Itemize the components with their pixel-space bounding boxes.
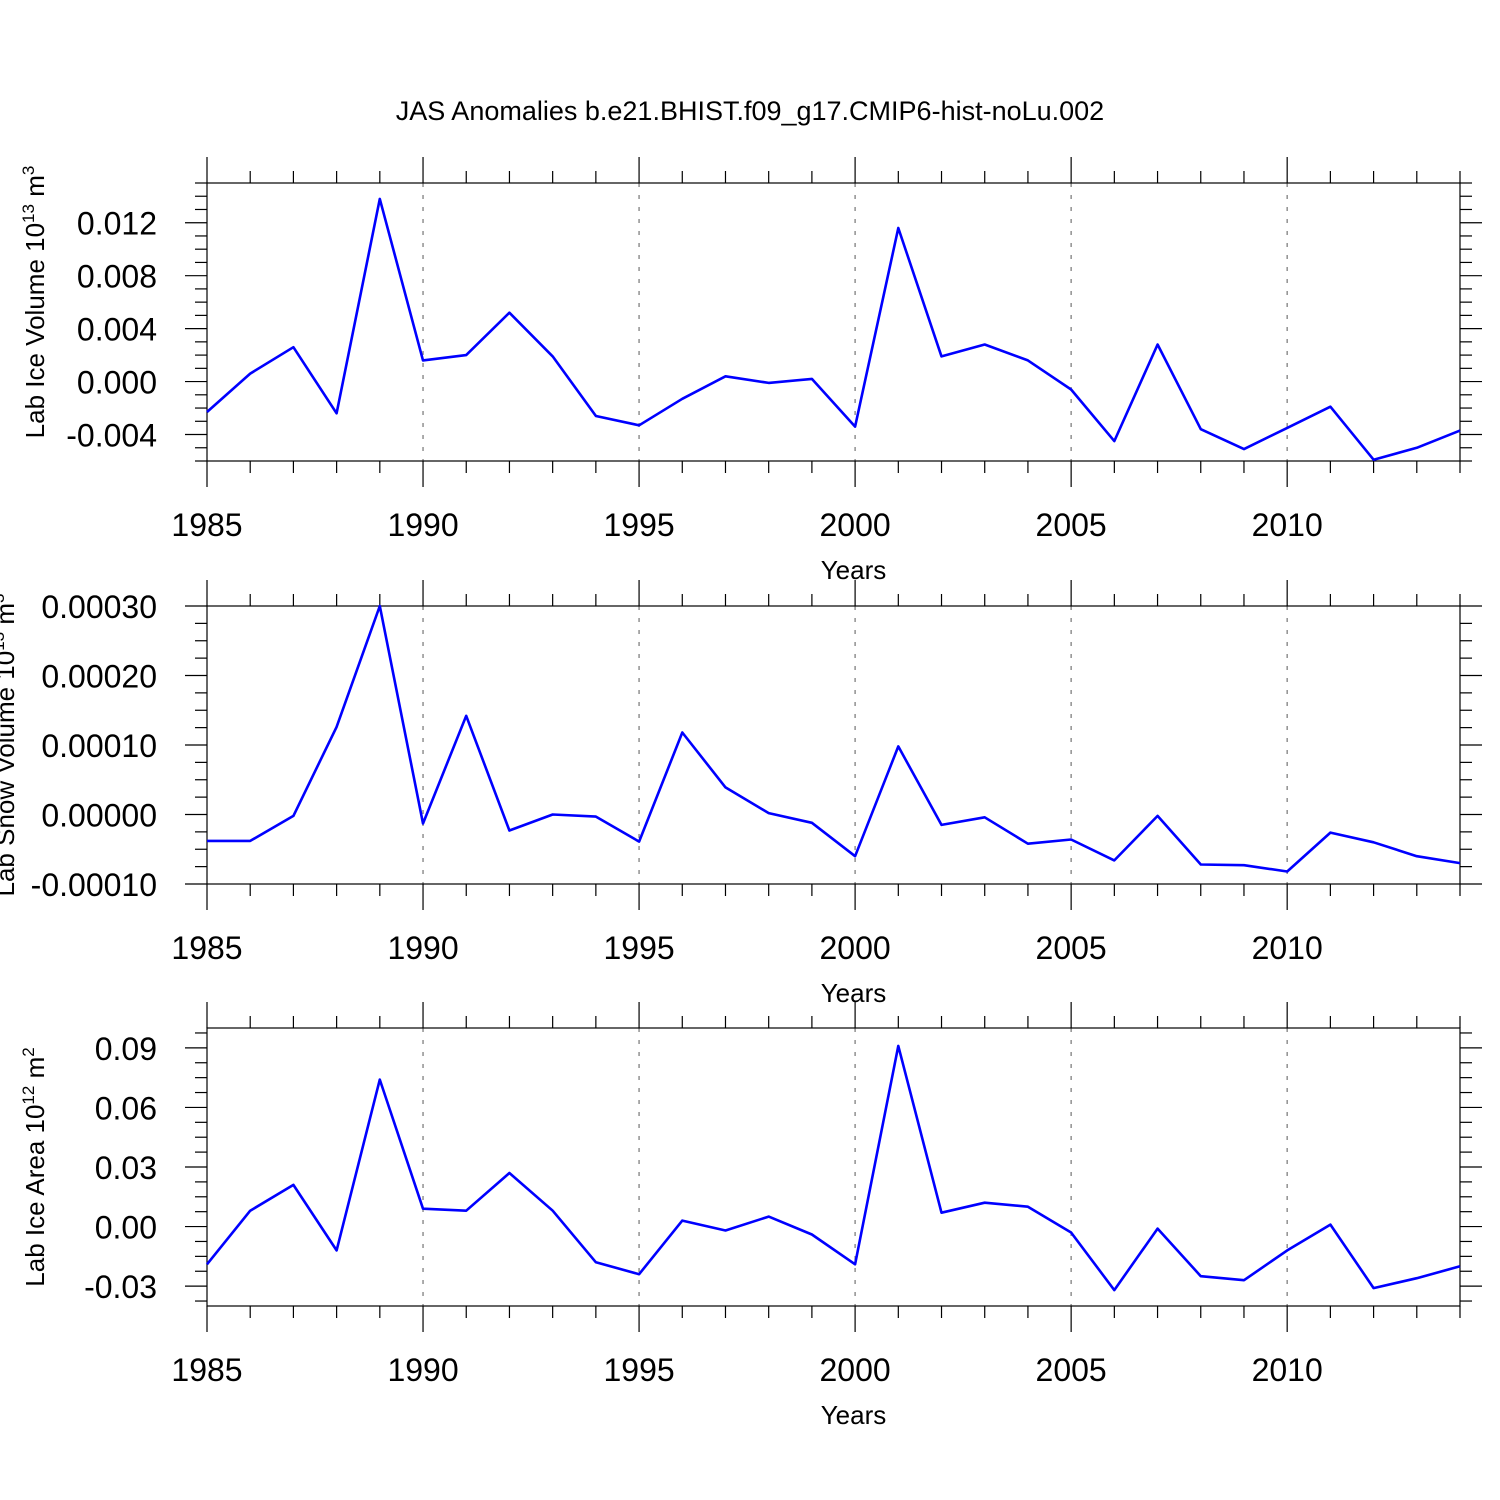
x-tick-label: 1985 (171, 930, 242, 966)
chart-title: JAS Anomalies b.e21.BHIST.f09_g17.CMIP6-… (396, 96, 1104, 126)
x-tick-label: 1990 (387, 1352, 458, 1388)
series-line (205, 1044, 1461, 1292)
x-tick-label: 2000 (820, 1352, 891, 1388)
x-tick-label: 1995 (603, 930, 674, 966)
y-axis-label: Lab Snow Volume 1013 m3 (0, 593, 20, 896)
y-tick-label: 0.004 (77, 312, 157, 348)
x-tick-label: 2010 (1252, 930, 1323, 966)
x-tick-label: 1985 (171, 1352, 242, 1388)
y-tick-label: 0.008 (77, 259, 157, 295)
y-tick-label: -0.03 (84, 1269, 157, 1305)
y-tick-label: 0.00 (95, 1210, 157, 1246)
series-line (206, 197, 1461, 462)
x-tick-label: 1990 (387, 507, 458, 543)
x-axis-label: Years (821, 1400, 887, 1430)
x-axis-label: Years (821, 555, 887, 585)
y-tick-label: 0.03 (95, 1150, 157, 1186)
y-tick-label: -0.00010 (31, 867, 157, 903)
panel-1: -0.004 0.000 0.004 0.008 0.012 1985 1990 1995 20… (19, 157, 1482, 585)
panel-2: -0.00010 0.00000 0.00010 0.00020 0.00030 1985… (0, 580, 1482, 1008)
y-tick-label: 0.000 (77, 365, 157, 401)
x-tick-label: 2000 (820, 507, 891, 543)
x-tick-label: 1995 (603, 507, 674, 543)
y-axis-label: Lab Ice Volume 1013 m3 (19, 166, 50, 439)
x-tick-label: 2010 (1252, 507, 1323, 543)
x-tick-label: 1990 (387, 930, 458, 966)
plot-frame (206, 182, 1461, 462)
y-tick-label: -0.004 (66, 418, 157, 454)
y-axis-label: Lab Ice Area 1012 m2 (19, 1047, 50, 1286)
series-line (207, 604, 1461, 873)
y-tick-label: 0.09 (95, 1031, 157, 1067)
x-tick-label: 1995 (603, 1352, 674, 1388)
x-tick-label: 2005 (1036, 930, 1107, 966)
y-tick-label: 0.00030 (41, 589, 157, 625)
y-tick-label: 0.00000 (41, 798, 157, 834)
y-tick-label: 0.012 (77, 206, 157, 242)
y-tick-label: 0.00020 (41, 659, 157, 695)
panel-3: -0.03 0.00 0.03 0.06 0.09 1985 1990 1995 2000 200… (19, 1002, 1482, 1430)
x-tick-label: 2005 (1036, 1352, 1107, 1388)
x-tick-label: 2010 (1252, 1352, 1323, 1388)
x-tick-label: 2000 (820, 930, 891, 966)
y-tick-label: 0.06 (95, 1090, 157, 1126)
y-tick-label: 0.00010 (41, 728, 157, 764)
x-tick-label: 2005 (1036, 507, 1107, 543)
x-axis-label: Years (821, 978, 887, 1008)
x-tick-label: 1985 (171, 507, 242, 543)
